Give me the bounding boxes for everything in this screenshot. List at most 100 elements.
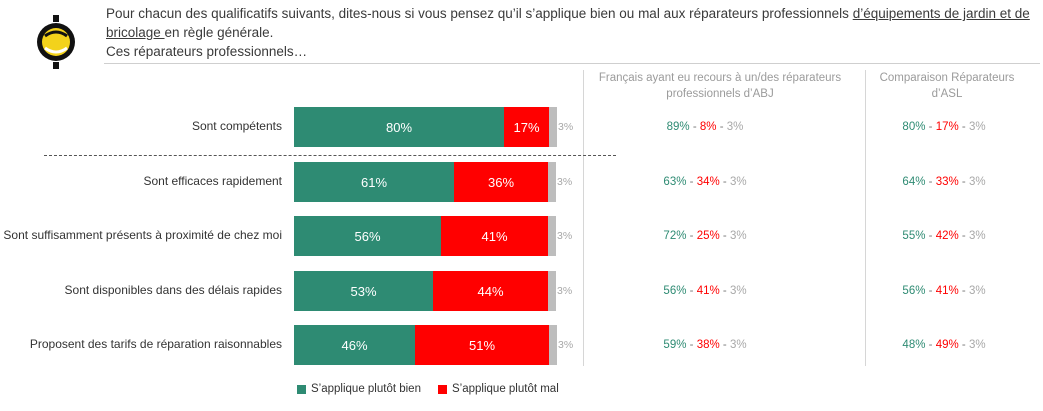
bar-value-label: 36% — [487, 174, 515, 190]
separator-dash: - — [719, 230, 730, 242]
legend-swatch-good — [297, 384, 306, 394]
separator-dash: - — [958, 339, 969, 351]
asl-na-value: 3% — [968, 121, 986, 133]
bar-value-label: 41% — [481, 228, 508, 244]
column-separator-right — [865, 70, 866, 366]
survey-question: Pour chacun des qualificatifs suivants, … — [106, 4, 1036, 61]
legend-label-bad: S’applique plutôt mal — [452, 383, 559, 395]
separator-dash: - — [689, 121, 700, 133]
asl-good-value: 64% — [902, 176, 926, 188]
asl-column-header: Comparaison Réparateurs d’ASL — [879, 72, 1015, 100]
asl-comparison-values: 64% - 33% - 3% — [884, 176, 1004, 188]
bar-segment-good: 53% — [294, 271, 433, 311]
abj-na-value: 3% — [729, 176, 747, 188]
separator-dash: - — [925, 285, 936, 297]
asl-bad-value: 42% — [935, 230, 959, 242]
stacked-bar: 61% 36% — [294, 162, 556, 202]
bar-segment-na — [548, 216, 556, 256]
stacked-bar: 46% 51% — [294, 325, 557, 365]
separator-dash: - — [925, 230, 936, 242]
bar-value-label: 56% — [354, 228, 381, 244]
bar-segment-na — [548, 271, 556, 311]
bar-segment-na — [549, 107, 557, 147]
abj-good-value: 63% — [663, 176, 687, 188]
bar-value-label: 17% — [513, 119, 540, 135]
bar-segment-good: 80% — [294, 107, 504, 147]
asl-na-value: 3% — [968, 230, 986, 242]
bar-value-label-na: 3% — [557, 176, 573, 188]
question-text: Pour chacun des qualificatifs suivants, … — [106, 6, 853, 21]
bar-segment-bad: 51% — [415, 325, 549, 365]
stacked-bar: 53% 44% — [294, 271, 556, 311]
asl-good-value: 48% — [902, 339, 926, 351]
stacked-bar: 56% 41% — [294, 216, 556, 256]
bar-segment-bad: 44% — [433, 271, 548, 311]
asl-na-value: 3% — [968, 339, 986, 351]
separator-dash: - — [958, 285, 969, 297]
separator-dash: - — [719, 176, 730, 188]
category-label: Sont suffisamment présents à proximité d… — [3, 228, 282, 242]
bar-value-label: 53% — [350, 283, 377, 299]
bar-value-label: 51% — [468, 337, 496, 353]
legend-item-bad: S’applique plutôt mal — [438, 383, 559, 395]
abj-na-value: 3% — [726, 121, 744, 133]
abj-na-value: 3% — [729, 285, 747, 297]
bar-value-label-na: 3% — [558, 121, 574, 133]
abj-good-value: 56% — [663, 285, 687, 297]
abj-bad-value: 8% — [699, 121, 717, 133]
asl-bad-value: 17% — [935, 121, 959, 133]
bar-value-label: 46% — [341, 337, 368, 353]
bar-segment-good: 46% — [294, 325, 415, 365]
abj-good-value: 59% — [663, 339, 687, 351]
abj-na-value: 3% — [729, 339, 747, 351]
asl-good-value: 56% — [902, 285, 926, 297]
separator-dash: - — [958, 121, 969, 133]
abj-bad-value: 25% — [696, 230, 720, 242]
separator-dash: - — [925, 176, 936, 188]
bar-segment-good: 61% — [294, 162, 454, 202]
separator-dash: - — [719, 339, 730, 351]
separator-dash: - — [686, 176, 697, 188]
bar-segment-bad: 36% — [454, 162, 548, 202]
separator-dash: - — [686, 230, 697, 242]
separator-dash: - — [716, 121, 727, 133]
asl-bad-value: 41% — [935, 285, 959, 297]
abj-bad-value: 38% — [696, 339, 720, 351]
header-divider — [104, 63, 1040, 64]
bar-segment-bad: 41% — [441, 216, 548, 256]
asl-comparison-values: 55% - 42% - 3% — [884, 230, 1004, 242]
bar-segment-na — [548, 162, 556, 202]
asl-comparison-values: 56% - 41% - 3% — [884, 285, 1004, 297]
abj-comparison-values: 59% - 38% - 3% — [645, 339, 765, 351]
bar-value-label-na: 3% — [558, 339, 574, 351]
legend-label-good: S’applique plutôt bien — [311, 383, 421, 395]
asl-na-value: 3% — [968, 176, 986, 188]
separator-dash: - — [958, 176, 969, 188]
category-label: Proposent des tarifs de réparation raiso… — [29, 337, 282, 351]
abj-bad-value: 34% — [696, 176, 720, 188]
bar-value-label-na: 3% — [557, 230, 573, 242]
category-label: Sont compétents — [191, 119, 282, 133]
bar-segment-bad: 17% — [504, 107, 549, 147]
category-label: Sont disponibles dans des délais rapides — [64, 283, 282, 297]
abj-comparison-values: 89% - 8% - 3% — [645, 121, 765, 133]
abj-good-value: 72% — [663, 230, 687, 242]
bar-value-label: 61% — [360, 174, 388, 190]
bar-value-label: 44% — [477, 283, 504, 299]
abj-good-value: 89% — [666, 121, 690, 133]
question-text-end: en règle générale. — [164, 25, 274, 40]
separator-dash: - — [958, 230, 969, 242]
legend-item-good: S’applique plutôt bien — [297, 383, 421, 395]
separator-dash: - — [686, 339, 697, 351]
abj-comparison-values: 56% - 41% - 3% — [645, 285, 765, 297]
asl-good-value: 80% — [902, 121, 926, 133]
abj-bad-value: 41% — [696, 285, 720, 297]
bar-segment-good: 56% — [294, 216, 441, 256]
separator-dash: - — [686, 285, 697, 297]
separator-dash: - — [925, 121, 936, 133]
bar-value-label-na: 3% — [557, 285, 573, 297]
asl-comparison-values: 80% - 17% - 3% — [884, 121, 1004, 133]
abj-comparison-values: 72% - 25% - 3% — [645, 230, 765, 242]
asl-bad-value: 33% — [935, 176, 959, 188]
category-label: Sont efficaces rapidement — [143, 174, 282, 188]
